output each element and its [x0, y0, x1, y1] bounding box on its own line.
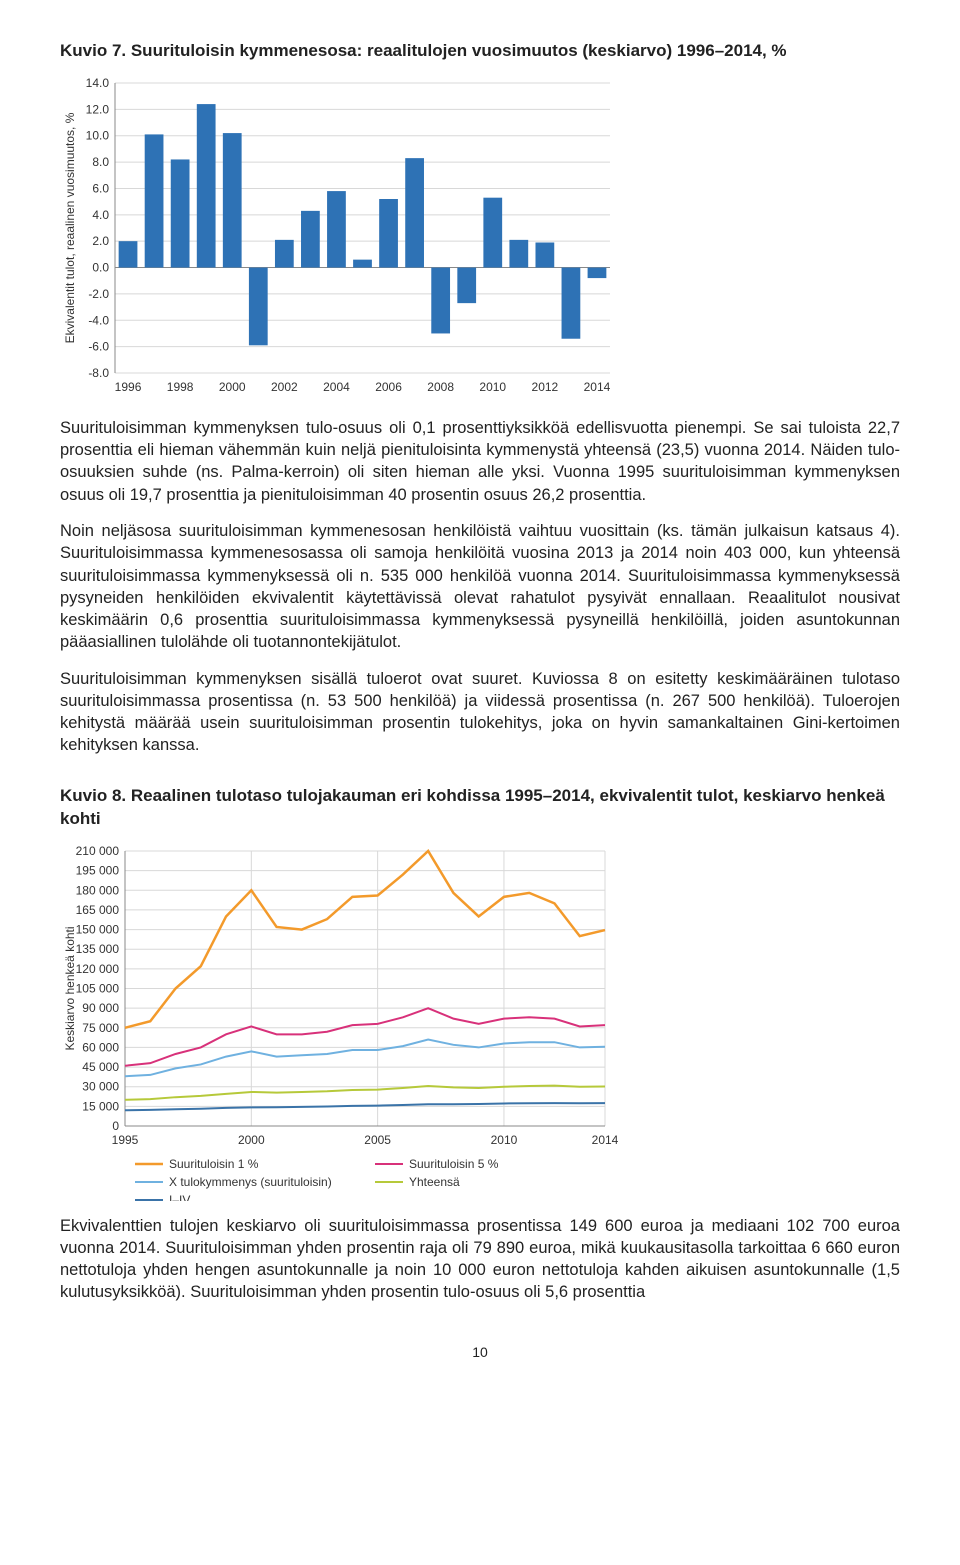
figure7-chart: -8.0 -6.0 -4.0 -2.0 0.0 2.0 4.0 6.0 8.0 10.0 12.0 1…	[60, 73, 900, 403]
svg-text:Keskiarvo henkeä kohti: Keskiarvo henkeä kohti	[63, 926, 77, 1050]
svg-text:2000: 2000	[238, 1133, 265, 1147]
svg-text:2010: 2010	[491, 1133, 518, 1147]
svg-text:Suurituloisin 1 %: Suurituloisin 1 %	[169, 1157, 259, 1171]
svg-text:2014: 2014	[592, 1133, 619, 1147]
svg-text:2005: 2005	[364, 1133, 391, 1147]
svg-text:2.0: 2.0	[92, 234, 109, 248]
svg-text:2002: 2002	[271, 380, 298, 394]
paragraph-2: Noin neljäsosa suurituloisimman kymmenes…	[60, 520, 900, 654]
figure7-title: Kuvio 7. Suurituloisin kymmenesosa: reaa…	[60, 40, 900, 63]
svg-text:210 000: 210 000	[76, 844, 120, 858]
svg-text:12.0: 12.0	[86, 102, 110, 116]
svg-text:-2.0: -2.0	[88, 287, 109, 301]
svg-text:150 000: 150 000	[76, 922, 120, 936]
svg-text:Ekvivalentit tulot, reaalinen: Ekvivalentit tulot, reaalinen vuosimuuto…	[63, 112, 77, 343]
svg-text:6.0: 6.0	[92, 181, 109, 195]
svg-text:45 000: 45 000	[82, 1060, 119, 1074]
svg-text:4.0: 4.0	[92, 208, 109, 222]
svg-text:60 000: 60 000	[82, 1040, 119, 1054]
svg-text:10.0: 10.0	[86, 129, 110, 143]
svg-text:2010: 2010	[479, 380, 506, 394]
svg-text:195 000: 195 000	[76, 863, 120, 877]
svg-text:2014: 2014	[584, 380, 611, 394]
svg-text:2012: 2012	[532, 380, 559, 394]
svg-text:15 000: 15 000	[82, 1099, 119, 1113]
svg-text:1996: 1996	[115, 380, 142, 394]
svg-text:0.0: 0.0	[92, 260, 109, 274]
svg-text:90 000: 90 000	[82, 1001, 119, 1015]
svg-text:I–IV: I–IV	[169, 1193, 190, 1201]
svg-text:30 000: 30 000	[82, 1079, 119, 1093]
paragraph-1: Suurituloisimman kymmenyksen tulo-osuus …	[60, 417, 900, 506]
svg-text:1995: 1995	[112, 1133, 139, 1147]
svg-text:-6.0: -6.0	[88, 340, 109, 354]
svg-text:75 000: 75 000	[82, 1020, 119, 1034]
figure8-title: Kuvio 8. Reaalinen tulotaso tulojakauman…	[60, 785, 900, 831]
svg-text:X tulokymmenys (suurituloisin): X tulokymmenys (suurituloisin)	[169, 1175, 332, 1189]
svg-text:-8.0: -8.0	[88, 366, 109, 380]
svg-text:2008: 2008	[427, 380, 454, 394]
svg-text:105 000: 105 000	[76, 981, 120, 995]
svg-text:-4.0: -4.0	[88, 313, 109, 327]
svg-text:135 000: 135 000	[76, 942, 120, 956]
svg-text:2000: 2000	[219, 380, 246, 394]
svg-text:2004: 2004	[323, 380, 350, 394]
paragraph-4: Ekvivalenttien tulojen keskiarvo oli suu…	[60, 1215, 900, 1304]
svg-text:8.0: 8.0	[92, 155, 109, 169]
svg-text:0: 0	[112, 1119, 119, 1133]
svg-text:120 000: 120 000	[76, 961, 120, 975]
svg-text:Yhteensä: Yhteensä	[409, 1175, 460, 1189]
page-number: 10	[60, 1344, 900, 1360]
svg-text:Suurituloisin 5 %: Suurituloisin 5 %	[409, 1157, 499, 1171]
svg-text:165 000: 165 000	[76, 902, 120, 916]
figure8-chart: 0 15 000 30 000 45 000 60 000 75 000 90 000 105…	[60, 841, 900, 1201]
svg-text:180 000: 180 000	[76, 883, 120, 897]
svg-text:2006: 2006	[375, 380, 402, 394]
svg-text:1998: 1998	[167, 380, 194, 394]
paragraph-3: Suurituloisimman kymmenyksen sisällä tul…	[60, 668, 900, 757]
svg-text:14.0: 14.0	[86, 76, 110, 90]
